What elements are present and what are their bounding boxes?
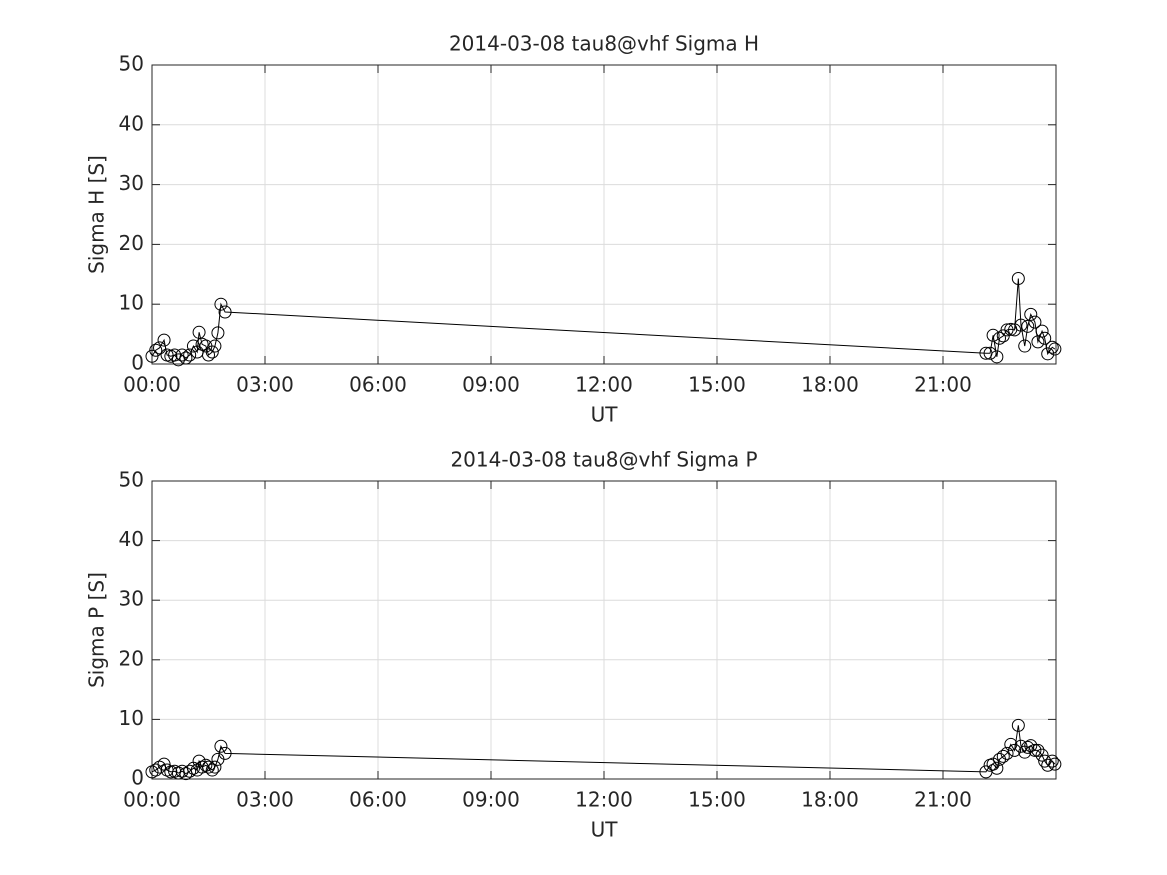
data-marker bbox=[202, 348, 215, 362]
data-marker bbox=[1031, 743, 1045, 757]
x-tick-label: 21:00 bbox=[914, 788, 972, 812]
x-tick-label: 18:00 bbox=[801, 373, 859, 397]
y-axis-label: Sigma P [S] bbox=[85, 572, 109, 688]
data-marker bbox=[1041, 347, 1055, 361]
data-marker bbox=[214, 297, 228, 311]
data-marker bbox=[205, 763, 219, 777]
data-marker bbox=[1011, 718, 1025, 732]
data-marker bbox=[218, 305, 232, 319]
data-marker bbox=[1011, 271, 1025, 285]
y-tick-label: 0 bbox=[131, 351, 144, 375]
data-marker bbox=[183, 764, 197, 778]
data-marker bbox=[1018, 339, 1032, 353]
x-tick-label: 03:00 bbox=[236, 788, 294, 812]
data-marker bbox=[208, 760, 222, 774]
data-marker bbox=[149, 343, 163, 357]
data-marker bbox=[208, 339, 222, 353]
data-marker bbox=[192, 325, 206, 339]
data-marker bbox=[205, 345, 219, 359]
data-marker bbox=[153, 760, 167, 774]
x-tick-label: 06:00 bbox=[349, 373, 407, 397]
data-marker bbox=[986, 328, 1000, 342]
data-marker bbox=[986, 757, 1000, 771]
data-marker bbox=[1048, 757, 1062, 771]
y-tick-label: 30 bbox=[119, 171, 144, 195]
data-marker bbox=[996, 749, 1010, 763]
data-marker bbox=[1008, 743, 1022, 757]
data-marker bbox=[1024, 739, 1038, 753]
chart-title: 2014-03-08 tau8@vhf Sigma P bbox=[450, 448, 757, 472]
data-marker bbox=[1014, 318, 1028, 332]
data-marker bbox=[192, 754, 206, 768]
x-tick-label: 06:00 bbox=[349, 788, 407, 812]
x-tick-label: 12:00 bbox=[575, 788, 633, 812]
y-tick-label: 40 bbox=[119, 527, 144, 551]
data-marker bbox=[1021, 319, 1035, 333]
data-marker bbox=[171, 353, 185, 367]
data-marker bbox=[211, 326, 225, 340]
x-tick-label: 12:00 bbox=[575, 373, 633, 397]
data-marker bbox=[1000, 746, 1014, 760]
x-tick-label: 15:00 bbox=[688, 788, 746, 812]
y-tick-label: 20 bbox=[119, 646, 144, 670]
x-tick-label: 03:00 bbox=[236, 373, 294, 397]
y-tick-label: 30 bbox=[119, 587, 144, 611]
y-tick-label: 50 bbox=[119, 468, 144, 492]
data-marker bbox=[218, 746, 232, 760]
data-marker bbox=[153, 341, 167, 355]
y-tick-label: 50 bbox=[119, 52, 144, 76]
axes-frame bbox=[151, 64, 1057, 365]
data-marker bbox=[990, 350, 1004, 364]
data-marker bbox=[199, 758, 213, 772]
x-tick-label: 00:00 bbox=[123, 373, 181, 397]
data-marker bbox=[990, 761, 1004, 775]
data-marker bbox=[1038, 754, 1052, 768]
y-axis-label: Sigma H [S] bbox=[85, 155, 109, 274]
x-tick-label: 09:00 bbox=[462, 788, 520, 812]
data-marker bbox=[157, 333, 171, 347]
data-marker bbox=[1035, 748, 1049, 762]
y-tick-label: 40 bbox=[119, 111, 144, 135]
x-tick-label: 00:00 bbox=[123, 788, 181, 812]
data-marker bbox=[1041, 758, 1055, 772]
x-tick-label: 21:00 bbox=[914, 373, 972, 397]
data-marker bbox=[1035, 324, 1049, 338]
y-tick-label: 10 bbox=[119, 706, 144, 730]
data-marker bbox=[1045, 754, 1059, 768]
data-marker bbox=[164, 765, 178, 779]
data-marker bbox=[175, 348, 189, 362]
data-marker bbox=[1024, 307, 1038, 321]
data-marker bbox=[1045, 340, 1059, 354]
data-marker bbox=[1021, 740, 1035, 754]
data-marker bbox=[1028, 315, 1042, 329]
data-marker bbox=[993, 331, 1006, 345]
data-marker bbox=[1038, 331, 1052, 345]
y-tick-label: 20 bbox=[119, 231, 144, 255]
data-marker bbox=[183, 348, 197, 362]
x-tick-label: 18:00 bbox=[801, 788, 859, 812]
data-marker bbox=[214, 739, 228, 753]
x-tick-label: 15:00 bbox=[688, 373, 746, 397]
x-axis-label: UT bbox=[591, 403, 619, 427]
data-marker bbox=[983, 346, 997, 360]
data-marker bbox=[1048, 342, 1062, 356]
data-marker bbox=[202, 760, 215, 774]
data-marker bbox=[1008, 323, 1022, 337]
chart-title: 2014-03-08 tau8@vhf Sigma H bbox=[449, 32, 759, 56]
data-marker bbox=[1000, 323, 1014, 337]
y-tick-label: 0 bbox=[131, 766, 144, 790]
data-marker bbox=[179, 351, 193, 365]
x-axis-label: UT bbox=[591, 818, 619, 842]
data-marker bbox=[157, 757, 171, 771]
y-tick-label: 10 bbox=[119, 291, 144, 315]
data-marker bbox=[1028, 743, 1042, 757]
axes-frame bbox=[151, 480, 1057, 780]
x-tick-label: 09:00 bbox=[462, 373, 520, 397]
